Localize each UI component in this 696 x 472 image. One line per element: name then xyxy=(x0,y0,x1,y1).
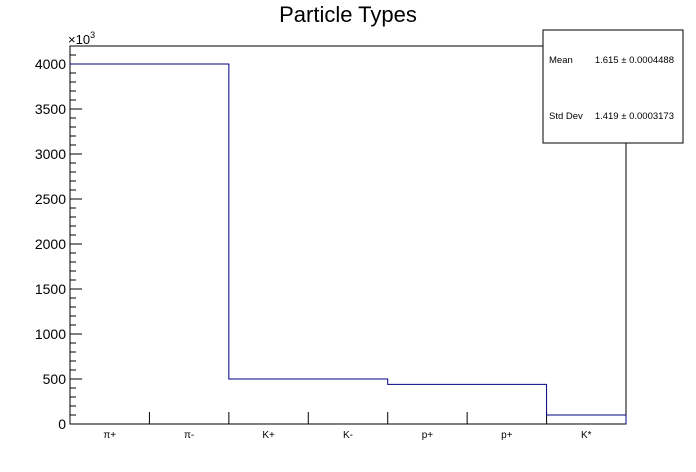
x-category-label: π+ xyxy=(103,430,116,441)
y-tick-label: 2000 xyxy=(35,236,66,252)
y-tick-label: 500 xyxy=(43,371,67,387)
stats-mean-value: 1.615 ± 0.0004488 xyxy=(595,55,674,66)
stats-std-value: 1.419 ± 0.0003173 xyxy=(595,111,674,122)
y-tick-label: 0 xyxy=(58,416,66,432)
x-category-label: π- xyxy=(184,430,194,441)
x-category-label: p+ xyxy=(501,430,513,441)
y-exponent-label: ×103 xyxy=(68,30,95,47)
x-category-label: K+ xyxy=(262,430,275,441)
y-tick-label: 1500 xyxy=(35,281,66,297)
x-axis: π+ π- K+ K-p+ p+ K* xyxy=(103,412,592,441)
y-axis: 0 500 1000 1500 2000 2500 3000 3500 4000 xyxy=(35,45,82,432)
x-category-label: K* xyxy=(581,430,592,441)
y-tick-label: 4000 xyxy=(35,56,66,72)
y-tick-label: 1000 xyxy=(35,326,66,342)
stats-mean-label: Mean xyxy=(549,55,573,66)
stats-box-frame xyxy=(542,29,684,144)
histogram-series-line xyxy=(70,63,627,424)
y-tick-label: 3000 xyxy=(35,146,66,162)
y-tick-label: 2500 xyxy=(35,191,66,207)
y-tick-label: 3500 xyxy=(35,101,66,117)
x-category-label: K- xyxy=(343,430,353,441)
chart-title: Particle Types xyxy=(279,2,417,27)
stats-box: Mean 1.615 ± 0.0004488 Std Dev 1.419 ± 0… xyxy=(542,29,684,144)
y-exponent-power: 3 xyxy=(90,30,95,40)
stats-std-label: Std Dev xyxy=(549,111,583,122)
y-exponent-base: ×10 xyxy=(68,32,90,47)
x-category-label: p+ xyxy=(422,430,434,441)
